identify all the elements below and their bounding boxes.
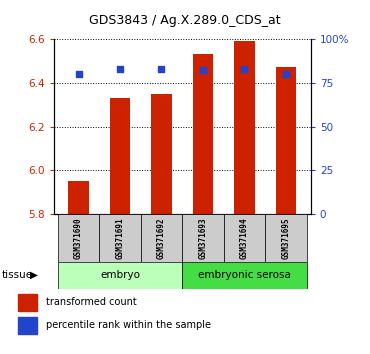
Bar bbox=[141, 214, 182, 262]
Text: tissue: tissue bbox=[2, 270, 33, 280]
Bar bbox=[182, 214, 224, 262]
Point bbox=[242, 66, 248, 72]
Bar bbox=[18, 293, 37, 311]
Text: embryonic serosa: embryonic serosa bbox=[198, 270, 291, 280]
Point bbox=[200, 68, 206, 73]
Text: GSM371691: GSM371691 bbox=[115, 217, 125, 259]
Point bbox=[283, 71, 289, 77]
Bar bbox=[110, 98, 130, 214]
Text: ▶: ▶ bbox=[30, 270, 38, 280]
Text: GSM371694: GSM371694 bbox=[240, 217, 249, 259]
Text: GSM371695: GSM371695 bbox=[282, 217, 290, 259]
Bar bbox=[58, 214, 99, 262]
Bar bbox=[58, 262, 182, 289]
Bar bbox=[18, 316, 37, 334]
Point bbox=[158, 66, 164, 72]
Text: GDS3843 / Ag.X.289.0_CDS_at: GDS3843 / Ag.X.289.0_CDS_at bbox=[89, 14, 281, 27]
Text: embryo: embryo bbox=[100, 270, 140, 280]
Bar bbox=[99, 214, 141, 262]
Text: GSM371690: GSM371690 bbox=[74, 217, 83, 259]
Text: GSM371692: GSM371692 bbox=[157, 217, 166, 259]
Bar bbox=[68, 181, 89, 214]
Bar bbox=[234, 41, 255, 214]
Bar bbox=[276, 67, 296, 214]
Text: transformed count: transformed count bbox=[46, 297, 137, 307]
Text: percentile rank within the sample: percentile rank within the sample bbox=[46, 320, 211, 330]
Point bbox=[117, 66, 123, 72]
Bar bbox=[193, 54, 213, 214]
Text: GSM371693: GSM371693 bbox=[198, 217, 208, 259]
Point bbox=[75, 71, 81, 77]
Bar bbox=[265, 214, 307, 262]
Bar bbox=[182, 262, 307, 289]
Bar bbox=[151, 94, 172, 214]
Bar bbox=[224, 214, 265, 262]
